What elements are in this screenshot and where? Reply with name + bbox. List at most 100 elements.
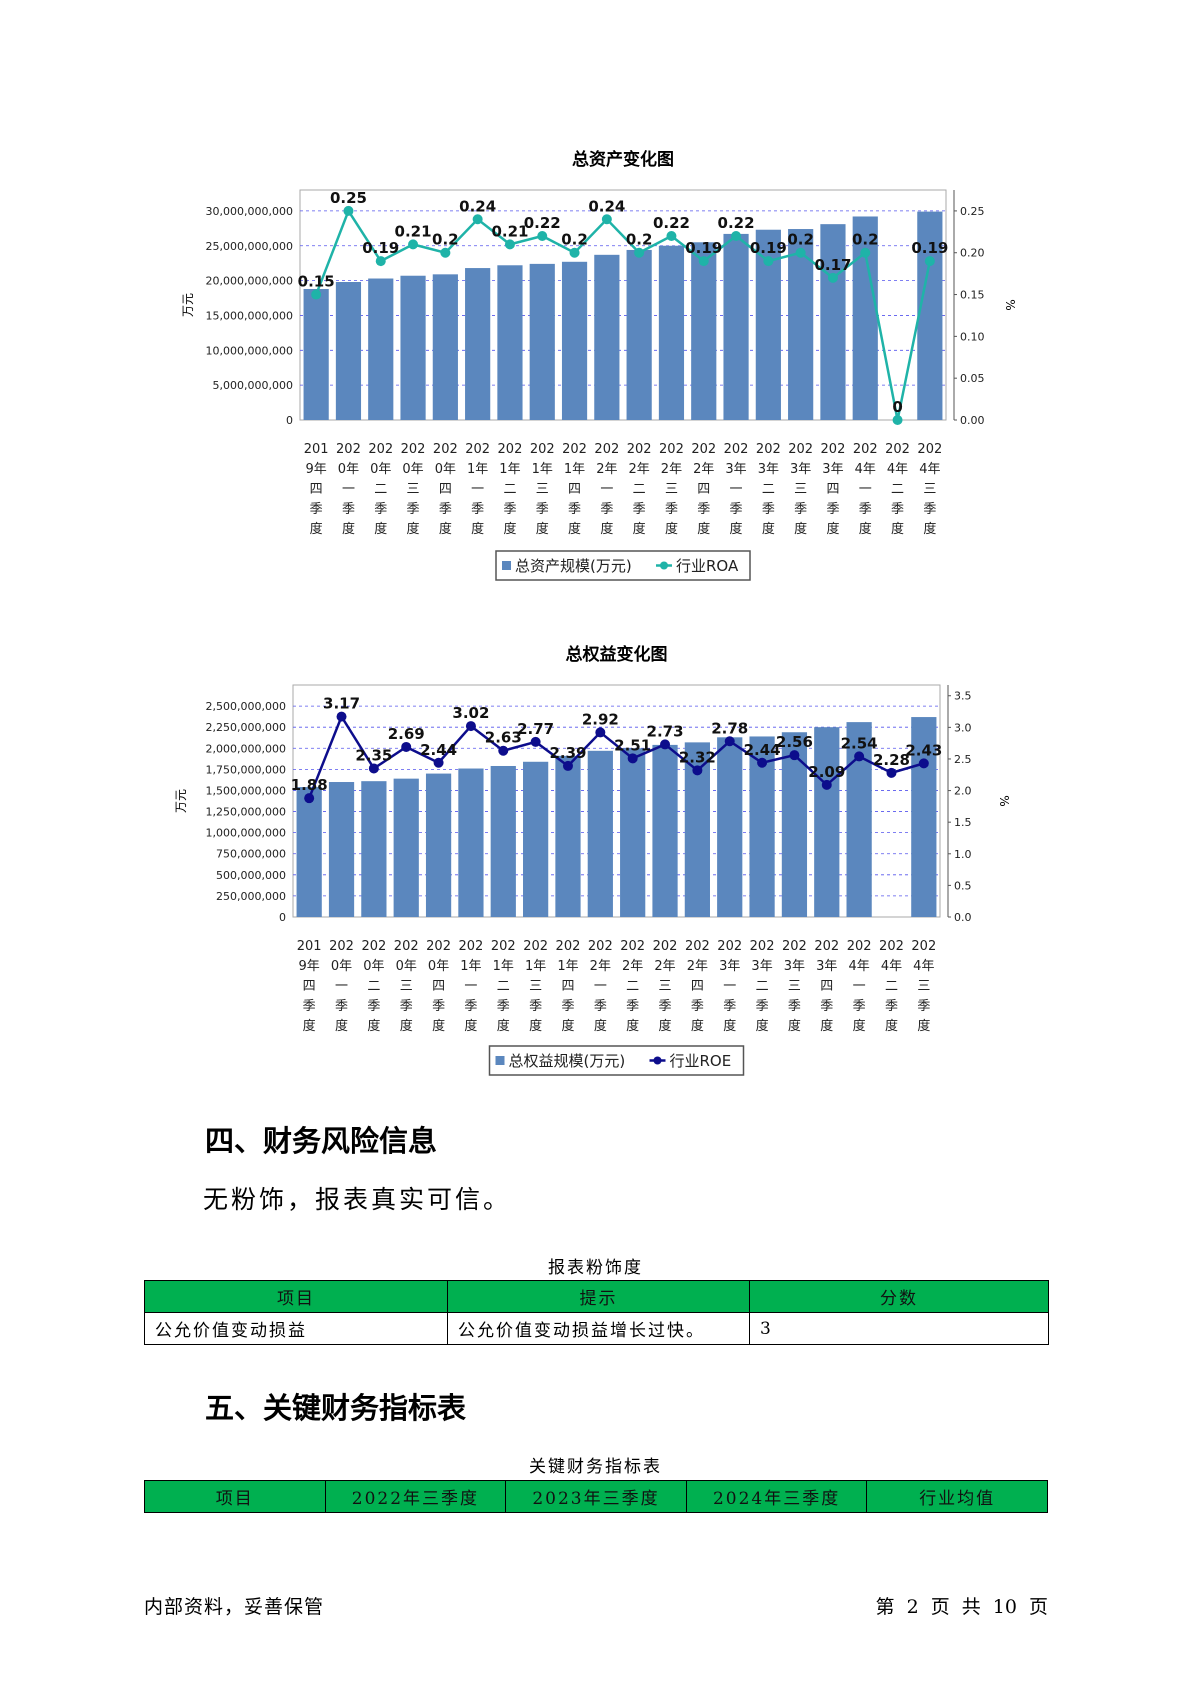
x-tick-label: 季 [594,999,607,1014]
x-tick-label: 二 [762,482,775,497]
x-tick-label: 202 [588,939,613,954]
x-tick-label: 季 [853,999,866,1014]
bar [432,274,458,420]
bar [393,778,419,917]
legend-box [495,550,751,581]
x-tick-label: 4年 [887,462,908,477]
line-point [763,256,774,267]
x-tick-label: 202 [336,442,361,457]
y-left-tick-label: 20,000,000,000 [206,275,293,288]
line-point [666,231,677,241]
bar [723,233,749,420]
data-label: 2.78 [711,719,748,737]
line-point [537,231,548,241]
plot-frame [299,189,947,421]
y-left-tick-label: 1,000,000,000 [206,827,286,840]
y-right-tick-label: 3.5 [954,690,972,703]
x-tick-label: 2年 [687,959,708,974]
total-equity-chart: 总权益变化图 0 250,000,000 500,000,000 750,000,000… [174,644,1011,1076]
y-right-tick-label: 0.20 [960,247,985,260]
data-label: 2.09 [808,763,845,781]
x-tick-label: 202 [426,939,451,954]
x-tick-label: 四 [310,482,323,497]
x-tick-label: 季 [794,502,807,517]
data-label: 0.2 [561,231,588,249]
x-tick-label: 202 [433,442,458,457]
table-cell: 公允价值变动损益增长过快。 [447,1312,750,1345]
x-tick-label: 二 [497,979,510,994]
x-tick-label: 4年 [848,959,869,974]
x-tick-label: 度 [464,1018,477,1034]
data-label: 0.2 [626,231,653,249]
x-tick-label: 2年 [596,462,617,477]
x-tick-label: 度 [303,1018,316,1034]
x-tick-label: 202 [329,939,354,954]
y-left-tick-label: 1,750,000,000 [206,763,286,776]
risk-summary-text: 无粉饰，报表真实可信。 [203,1185,512,1214]
bar [717,737,743,917]
x-tick-label: 度 [730,521,743,537]
data-label: 2.77 [517,720,554,738]
x-tick-label: 1年 [499,462,520,477]
x-tick-label: 度 [600,521,613,537]
x-tick-label: 度 [407,521,420,537]
x-tick-label: 202 [394,939,419,954]
x-tick-label: 度 [342,521,355,537]
x-tick-label: 201 [297,939,322,954]
y-left-tick-label: 250,000,000 [216,890,286,903]
x-tick-label: 四 [561,979,574,994]
data-label: 2.73 [647,722,684,740]
line-point [660,739,671,750]
x-tick-label: 季 [310,502,323,517]
x-tick-label: 四 [826,482,839,497]
legend-line-marker [660,561,668,570]
x-tick-label: 0年 [363,959,384,974]
line-point [789,750,800,761]
data-label: 0.19 [911,239,948,257]
line-point [304,793,315,804]
x-tick-label: 三 [665,482,678,497]
x-tick-label: 度 [788,1018,801,1034]
x-tick-label: 季 [367,999,380,1014]
y-left-tick-label: 15,000,000,000 [206,309,293,322]
line-point [401,741,412,752]
x-tick-label: 3年 [784,959,805,974]
x-tick-label: 季 [568,502,581,517]
x-tick-label: 四 [303,979,316,994]
bar [626,249,652,420]
bar [788,229,814,420]
x-tick-label: 1年 [557,959,578,974]
y-right-tick-label: 0.05 [960,372,985,385]
x-tick-label: 202 [401,442,426,457]
bar [587,750,613,917]
line-series [314,208,932,421]
x-tick-label: 度 [826,521,839,537]
data-label: 2.28 [873,751,910,769]
x-tick-label: 四 [439,482,452,497]
line-point [368,763,379,774]
y-left-tick-label: 0 [279,911,286,924]
x-tick-label: 3年 [751,959,772,974]
x-tick-label: 202 [691,442,716,457]
legend-bar-label: 总资产规模(万元) [515,557,632,575]
x-tick-label: 季 [859,502,872,517]
line-point [757,757,768,768]
x-tick-label: 二 [626,979,639,994]
x-tick-label: 2年 [629,462,650,477]
x-tick-label: 202 [459,939,484,954]
line-point [504,239,515,250]
x-tick-label: 202 [627,442,652,457]
table-caption-whitewash: 报表粉饰度 [548,1258,643,1278]
data-label: 2.39 [549,744,586,762]
line-point [821,779,832,790]
x-tick-label: 二 [503,482,516,497]
x-tick-label: 202 [659,442,684,457]
x-tick-label: 一 [335,979,348,994]
data-label: 0.2 [852,231,879,249]
table-row: 公允价值变动损益 公允价值变动损益增长过快。 3 [144,1312,1049,1345]
y-left-tick-label: 2,500,000,000 [206,700,286,713]
x-tick-label: 度 [568,521,581,537]
x-tick-label: 4年 [913,959,934,974]
x-tick-label: 度 [891,521,904,537]
x-tick-label: 度 [723,1018,736,1034]
